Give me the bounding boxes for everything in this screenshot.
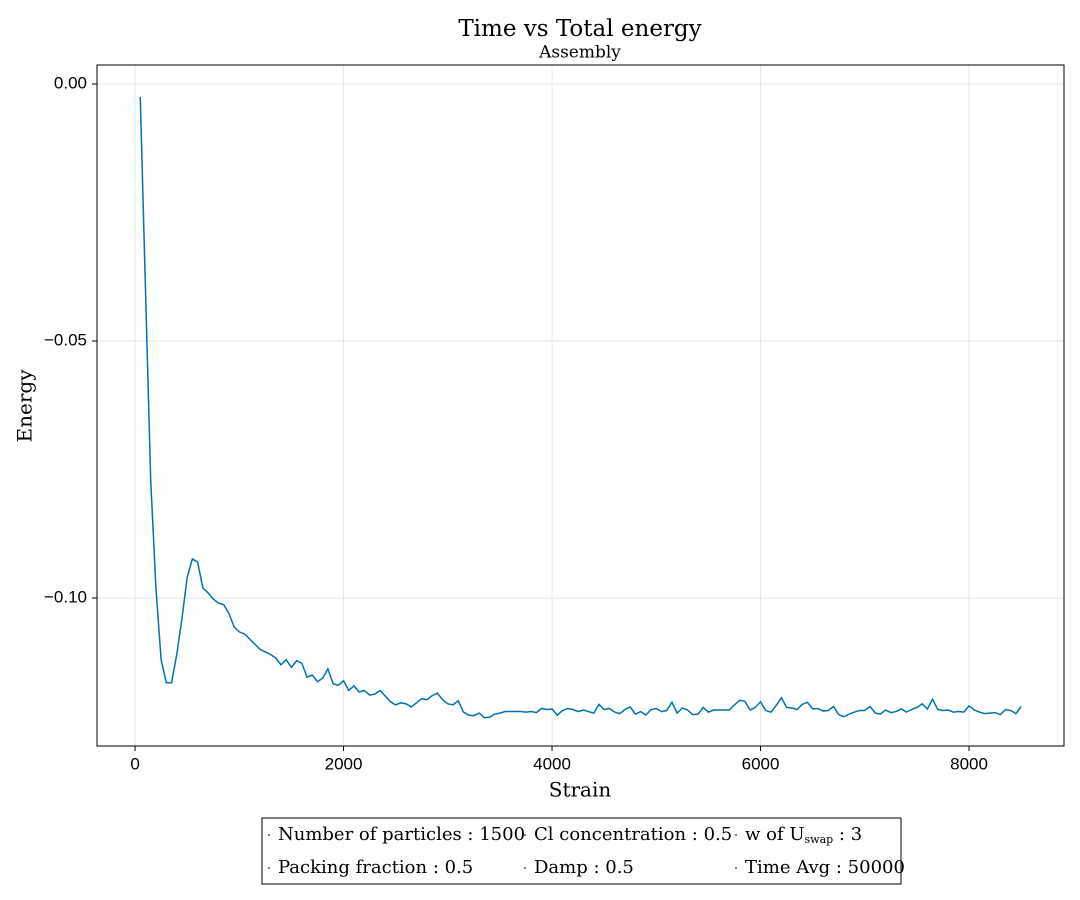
- legend-marker: [524, 834, 526, 836]
- legend-label: Cl concentration : 0.5: [534, 824, 732, 845]
- x-tick-label: 0: [130, 754, 139, 773]
- x-tick-label: 6000: [742, 754, 780, 773]
- data-line: [139, 96, 1022, 719]
- legend-marker: [268, 867, 270, 869]
- y-tick-label: 0.00: [54, 74, 87, 93]
- x-tick-label: 2000: [325, 754, 363, 773]
- legend-box: [261, 817, 902, 885]
- legend-marker: [735, 834, 737, 836]
- legend-label-suffix: : 3: [833, 824, 862, 845]
- x-tick-label: 4000: [533, 754, 571, 773]
- legend-label-text: w of U: [745, 824, 805, 845]
- chart-title: Time vs Total energy: [458, 16, 701, 42]
- legend-label-text: Time Avg : 50000: [745, 857, 905, 878]
- legend-label-text: Damp : 0.5: [534, 857, 634, 878]
- legend-label: Time Avg : 50000: [745, 857, 905, 878]
- legend-label-subscript: swap: [805, 833, 834, 846]
- legend-marker: [268, 834, 270, 836]
- y-tick-label: −0.05: [44, 330, 87, 349]
- legend-label: Number of particles : 1500: [278, 824, 525, 845]
- legend-marker: [524, 867, 526, 869]
- plot-frame: [96, 64, 1065, 747]
- x-axis-label: Strain: [549, 778, 612, 802]
- legend-marker: [735, 867, 737, 869]
- y-tick-label: −0.10: [44, 587, 87, 606]
- legend-label: Packing fraction : 0.5: [278, 857, 473, 878]
- legend-label-text: Number of particles : 1500: [278, 824, 525, 845]
- x-tick-label: 8000: [950, 754, 988, 773]
- legend-label: w of Uswap : 3: [745, 824, 862, 846]
- legend-label-text: Cl concentration : 0.5: [534, 824, 732, 845]
- legend-label-text: Packing fraction : 0.5: [278, 857, 473, 878]
- y-axis-label: Energy: [13, 369, 37, 443]
- legend-label: Damp : 0.5: [534, 857, 634, 878]
- chart-subtitle: Assembly: [538, 43, 621, 63]
